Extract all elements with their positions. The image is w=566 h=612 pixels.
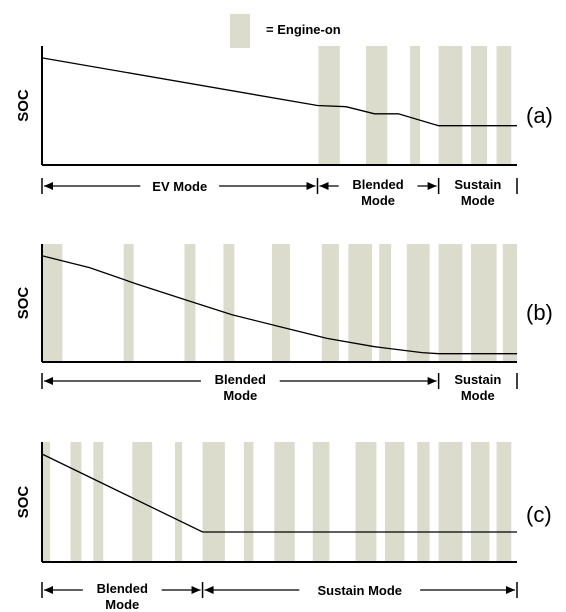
mode-label-line: Sustain — [454, 372, 501, 387]
mode-label-line: EV Mode — [152, 179, 207, 194]
engine-on-band — [274, 442, 295, 562]
mode-arrowhead — [44, 182, 53, 190]
mode-arrowhead — [191, 586, 201, 594]
legend: = Engine-on — [230, 14, 341, 48]
engine-on-band — [502, 244, 517, 362]
engine-on-band — [379, 244, 392, 362]
mode-span: Sustain Mode — [201, 582, 518, 598]
y-axis-label: SOC — [15, 89, 32, 122]
mode-label-line: Blended — [97, 581, 148, 596]
panel-c: SOC (c) Blended Mode Sustain Mode — [15, 442, 552, 612]
mode-arrowhead — [204, 586, 214, 594]
mode-span: Blended Mode — [41, 581, 201, 612]
engine-on-band — [365, 46, 388, 165]
mode-label-line: Sustain — [454, 177, 501, 192]
mode-label-line: Blended — [215, 372, 266, 387]
mode-arrowhead — [506, 586, 515, 594]
mode-label: EV Mode — [152, 179, 207, 194]
engine-on-band — [42, 442, 51, 562]
engine-on-band — [410, 46, 421, 165]
mode-label: Blended Mode — [352, 177, 403, 208]
legend-label: = Engine-on — [266, 22, 341, 37]
y-axis-label: SOC — [15, 486, 32, 519]
mode-arrowhead — [306, 182, 316, 190]
panel-tag: (a) — [526, 103, 553, 128]
engine-on-band — [470, 244, 497, 362]
mode-label-line: Mode — [461, 193, 495, 208]
legend-swatch — [230, 14, 250, 48]
mode-label-line: Mode — [105, 597, 139, 612]
engine-on-band — [202, 442, 225, 562]
engine-on-band — [348, 244, 373, 362]
mode-label-line: Sustain Mode — [318, 583, 403, 598]
engine-on-band — [175, 442, 183, 562]
panel-tag: (b) — [526, 300, 553, 325]
engine-on-band — [312, 442, 330, 562]
engine-on-band — [93, 442, 104, 562]
mode-span: Sustain Mode — [437, 372, 518, 403]
engine-on-band — [470, 442, 490, 562]
engine-on-band — [223, 244, 235, 362]
mode-span: Sustain Mode — [437, 177, 518, 208]
mode-span: Blended Mode — [41, 372, 437, 403]
y-axis-label: SOC — [15, 287, 32, 320]
mode-span: EV Mode — [41, 178, 316, 194]
soc-curve — [41, 453, 517, 533]
engine-on-band — [496, 442, 512, 562]
engine-on-band — [355, 442, 377, 562]
mode-label: Blended Mode — [215, 372, 266, 403]
mode-label-line: Mode — [461, 388, 495, 403]
mode-arrowhead — [427, 182, 437, 190]
engine-on-band — [271, 244, 290, 362]
engine-on-band — [496, 46, 512, 165]
engine-on-band — [123, 244, 134, 362]
mode-label: Sustain Mode — [318, 583, 403, 598]
engine-on-band — [42, 244, 63, 362]
mode-span: Blended Mode — [316, 177, 437, 208]
mode-arrowhead — [44, 586, 53, 594]
mode-label-line: Blended — [352, 177, 403, 192]
engine-on-band — [438, 46, 463, 165]
mode-label: Sustain Mode — [454, 177, 501, 208]
panel-tag: (c) — [526, 502, 552, 527]
engine-on-band — [243, 442, 254, 562]
mode-label: Blended Mode — [97, 581, 148, 612]
engine-on-band — [438, 244, 463, 362]
mode-label: Sustain Mode — [454, 372, 501, 403]
engine-on-band — [438, 442, 463, 562]
mode-arrowhead — [427, 377, 437, 385]
engine-on-band — [184, 244, 196, 362]
mode-arrowhead — [319, 182, 329, 190]
engine-on-band — [321, 244, 339, 362]
engine-on-band — [384, 442, 405, 562]
mode-label-line: Mode — [223, 388, 257, 403]
engine-on-band — [470, 46, 488, 165]
mode-arrowhead — [44, 377, 53, 385]
mode-label-line: Mode — [361, 193, 395, 208]
engine-on-band — [70, 442, 82, 562]
engine-on-band — [417, 442, 430, 562]
soc-curve — [41, 255, 517, 355]
soc-curve — [41, 57, 517, 127]
engine-on-band — [406, 244, 430, 362]
